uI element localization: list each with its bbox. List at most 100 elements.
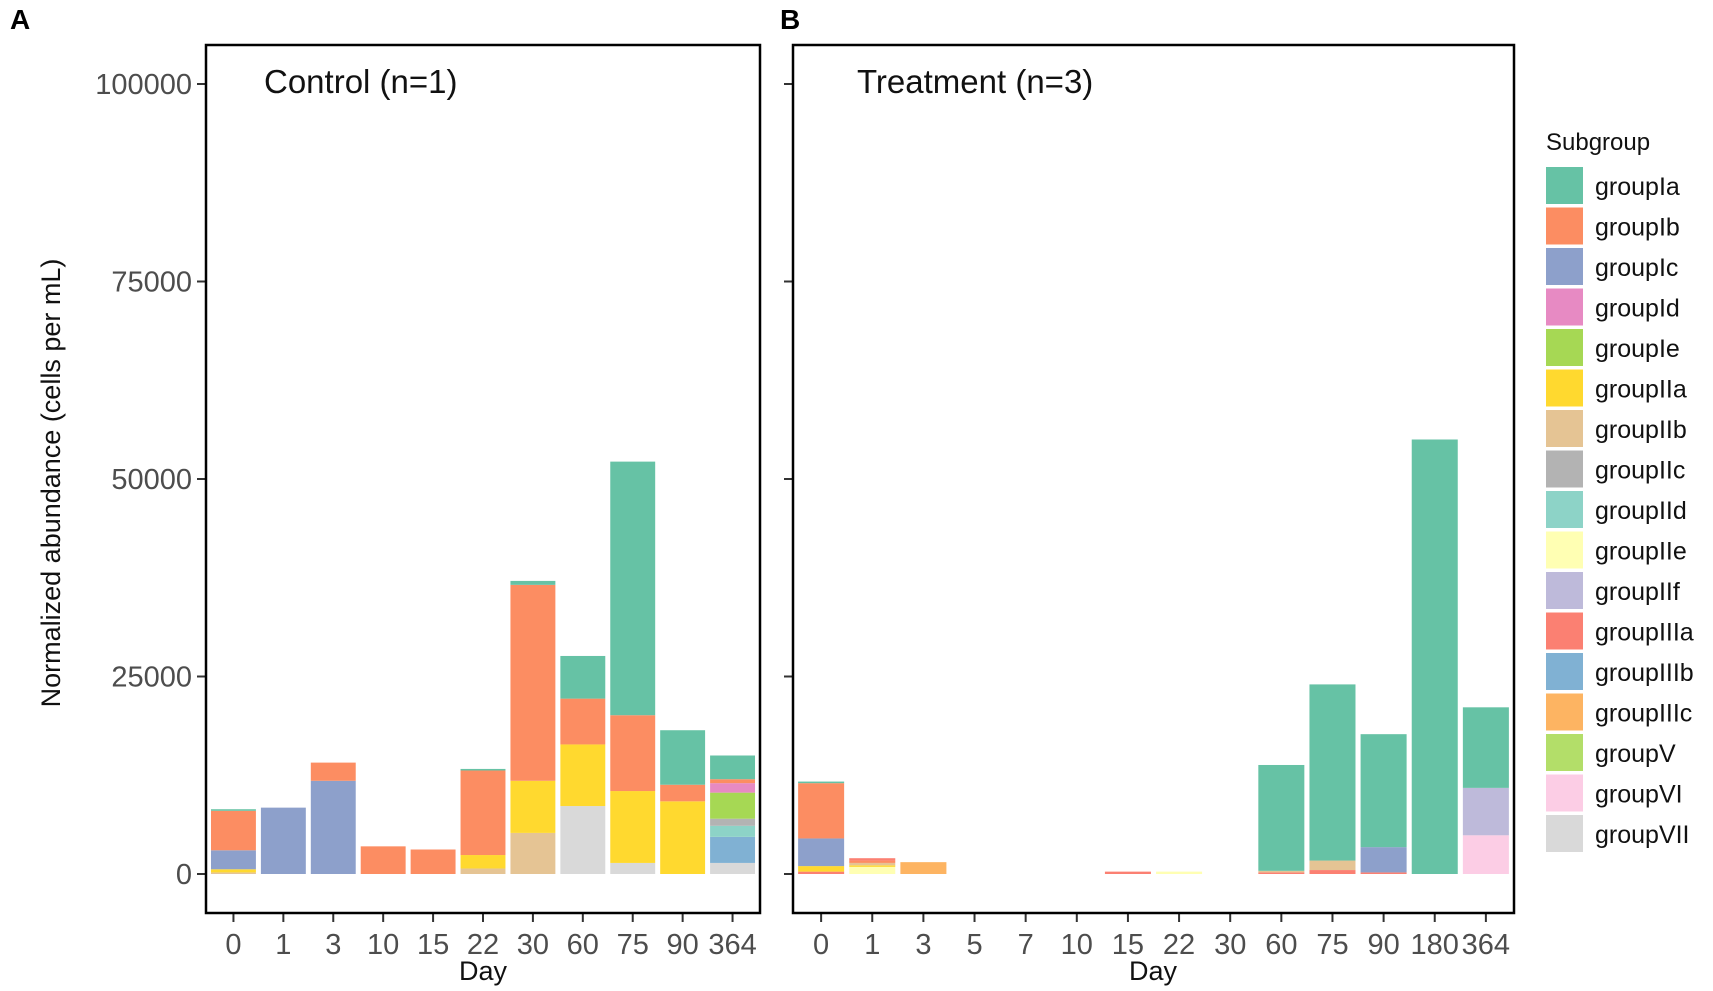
- bar-segment-groupib-day-90: [660, 784, 706, 802]
- legend-label-groupiic: groupIIc: [1595, 457, 1685, 485]
- panel-a-x-tick-label: 1: [275, 929, 291, 961]
- bar-segment-groupia-day-60: [1258, 764, 1305, 871]
- bar-segment-groupic-day-0: [210, 850, 256, 870]
- panel-b-x-tick-label: 0: [813, 929, 829, 961]
- bar-segment-groupic-day-0: [798, 838, 845, 867]
- bar-segment-groupiic-day-364: [710, 818, 756, 826]
- panel-a-axes: 0 25000 50000 75000 100000 0 1 3 10 15 22 30 60 75 90 3…: [95, 69, 757, 961]
- legend-label-groupiiia: groupIIIa: [1595, 619, 1694, 647]
- bar-segment-groupiiib-day-364: [710, 836, 756, 863]
- bar-segment-groupib-day-60: [560, 698, 606, 745]
- bar-segment-groupib-day-0: [210, 810, 256, 851]
- bar-segment-groupiia-day-30: [510, 780, 556, 833]
- bar-segment-groupiif-day-364: [1462, 787, 1509, 836]
- legend-swatch-groupie: [1546, 329, 1583, 366]
- bar-segment-groupiiia-day-60: [1258, 872, 1305, 874]
- bar-segment-groupic-day-3: [310, 780, 356, 874]
- legend-swatch-groupiiia: [1546, 612, 1583, 650]
- legend-label-groupiia: groupIIa: [1595, 376, 1687, 404]
- legend-swatch-groupiif: [1546, 572, 1583, 609]
- bar-segment-groupia-day-75: [1309, 684, 1356, 861]
- panel-b-x-tick-label: 75: [1316, 929, 1348, 961]
- panel-b-axes: 0 1 3 5 7 10 15 22 30 60 75 90 180 364: [784, 83, 1510, 961]
- panel-b-x-tick-label: 15: [1112, 929, 1144, 961]
- bar-segment-groupiie-day-22: [1156, 871, 1203, 874]
- panel-a-y-tick-label: 75000: [111, 267, 192, 299]
- panel-a-x-tick-label: 10: [367, 929, 399, 961]
- bar-segment-groupiia-day-75: [610, 791, 656, 863]
- bar-segment-groupia-day-90: [660, 730, 706, 785]
- panel-a-x-tick-label: 30: [517, 929, 549, 961]
- legend-label-groupib: groupIb: [1595, 214, 1680, 242]
- bar-segment-groupiib-day-1: [849, 862, 896, 866]
- bar-segment-groupia-day-0: [210, 809, 256, 811]
- legend-swatch-groupib: [1546, 207, 1583, 245]
- legend-swatch-groupvi: [1546, 774, 1583, 812]
- bar-segment-groupia-day-60: [560, 655, 606, 699]
- panel-a-title: Control (n=1): [264, 63, 458, 100]
- bar-segment-groupia-day-90: [1360, 734, 1407, 848]
- panel-a-y-tick-label: 100000: [95, 69, 192, 101]
- bar-segment-groupiib-day-75: [1309, 860, 1356, 871]
- bar-segment-groupia-day-364: [710, 755, 756, 780]
- panel-b-x-tick-label: 22: [1163, 929, 1195, 961]
- bar-segment-groupvii-day-60: [560, 806, 606, 874]
- bar-segment-groupiid-day-364: [710, 825, 756, 837]
- panel-b-bars: [798, 439, 1509, 874]
- bar-segment-groupiiia-day-1: [849, 858, 896, 861]
- panel-a-x-tick-label: 22: [467, 929, 499, 961]
- legend-swatch-groupic: [1546, 248, 1583, 285]
- y-axis-title: Normalized abundance (cells per mL): [36, 259, 66, 708]
- panel-label-a: A: [10, 4, 30, 35]
- bar-segment-groupiib-day-30: [510, 832, 556, 874]
- panel-a-x-tick-label: 3: [325, 929, 341, 961]
- panel-a: A 0 25000 50000 75000 100000 0 1 3 10 15 22 30 60 75 9…: [10, 4, 762, 986]
- panel-a-x-tick-label: 60: [567, 929, 599, 961]
- bar-segment-groupia-day-30: [510, 580, 556, 585]
- bar-segment-groupiia-day-0: [798, 866, 845, 872]
- legend-swatch-groupia: [1546, 167, 1583, 204]
- panel-b-x-tick-label: 60: [1265, 929, 1297, 961]
- bar-segment-groupib-day-75: [610, 715, 656, 792]
- bar-segment-groupia-day-22: [460, 768, 506, 771]
- bar-segment-groupiia-day-22: [460, 855, 506, 869]
- panel-a-x-tick-label: 364: [708, 929, 756, 961]
- bar-segment-groupiib-day-0: [210, 872, 256, 874]
- legend-label-groupiid: groupIId: [1595, 497, 1687, 525]
- legend-label-groupiie: groupIIe: [1595, 538, 1687, 566]
- panel-b-x-axis-title: Day: [1129, 956, 1178, 986]
- panel-b-title: Treatment (n=3): [857, 63, 1093, 100]
- legend-label-groupic: groupIc: [1595, 254, 1678, 282]
- panel-a-x-tick-label: 75: [617, 929, 649, 961]
- bar-segment-groupia-day-75: [610, 461, 656, 716]
- panel-b: B 0 1 3 5 7 10 15 22 30 60 75 90 180 364 Treatment (n…: [780, 4, 1516, 986]
- legend-swatch-groupiiic: [1546, 693, 1583, 731]
- legend: Subgroup groupIagroupIbgroupIcgroupIdgro…: [1546, 129, 1694, 852]
- legend-label-groupvii: groupVII: [1595, 821, 1690, 849]
- bar-segment-groupia-day-0: [798, 781, 845, 784]
- bar-segment-groupiia-day-90: [660, 801, 706, 874]
- panel-b-x-tick-label: 3: [915, 929, 931, 961]
- panel-b-x-tick-label: 30: [1214, 929, 1246, 961]
- legend-title: Subgroup: [1546, 129, 1650, 156]
- bar-segment-groupia-day-364: [1462, 707, 1509, 788]
- bar-segment-groupiie-day-1: [849, 866, 896, 874]
- bar-segment-groupia-day-180: [1411, 439, 1458, 874]
- panel-b-x-tick-label: 90: [1367, 929, 1399, 961]
- bar-segment-groupic-day-1: [260, 807, 306, 874]
- legend-label-groupid: groupId: [1595, 295, 1680, 323]
- panel-b-x-tick-label: 180: [1411, 929, 1459, 961]
- legend-label-groupv: groupV: [1595, 740, 1676, 768]
- panel-a-y-tick-label: 50000: [111, 464, 192, 496]
- panel-a-x-axis-title: Day: [459, 956, 508, 986]
- panel-a-x-tick-label: 90: [667, 929, 699, 961]
- panel-a-x-tick-label: 0: [225, 929, 241, 961]
- bar-segment-groupiiia-day-75: [1309, 870, 1356, 874]
- bar-segment-groupvi-day-364: [1462, 835, 1509, 874]
- bar-segment-groupiia-day-1: [849, 865, 896, 867]
- bar-segment-groupvii-day-364: [710, 862, 756, 874]
- panel-a-frame: [204, 43, 762, 915]
- panel-b-frame: [791, 43, 1516, 915]
- bar-segment-groupiiia-day-90: [1360, 872, 1407, 874]
